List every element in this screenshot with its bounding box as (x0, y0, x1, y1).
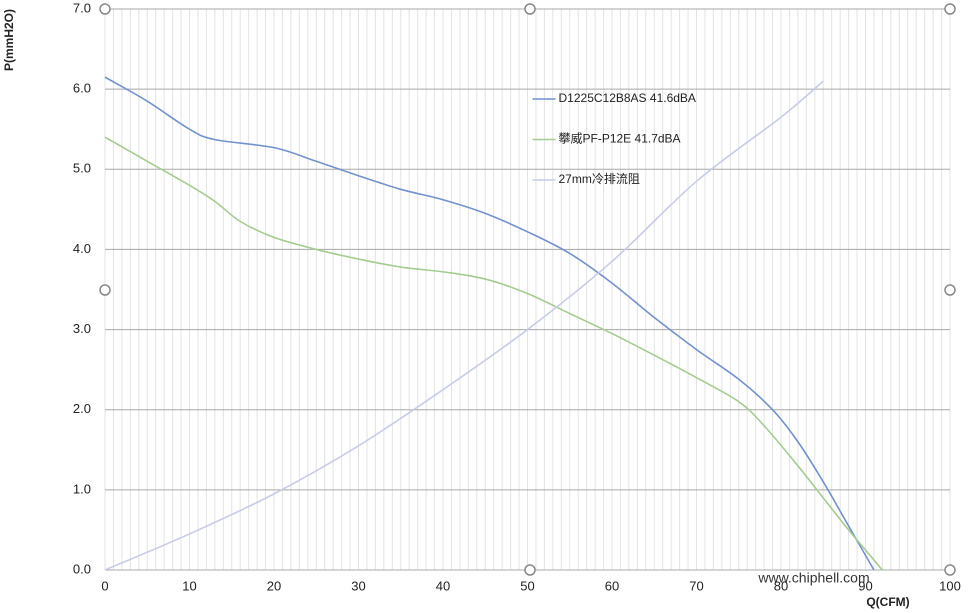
y-tick-label: 6.0 (73, 81, 91, 96)
x-tick-label: 80 (774, 578, 788, 593)
y-tick-label: 3.0 (73, 321, 91, 336)
y-tick-label: 1.0 (73, 481, 91, 496)
x-tick-label: 0 (101, 578, 108, 593)
handle (944, 3, 956, 15)
y-tick-label: 2.0 (73, 401, 91, 416)
selection-handles (99, 3, 956, 576)
y-axis-label: P(mmH2O) (2, 9, 16, 71)
y-tick-label: 7.0 (73, 0, 91, 15)
x-tick-label: 30 (351, 578, 365, 593)
x-tick-label: 90 (858, 578, 872, 593)
series-line (104, 76, 875, 571)
series-line (104, 136, 884, 571)
x-tick-label: 50 (520, 578, 534, 593)
x-axis-label: Q(CFM) (866, 595, 909, 609)
x-tick-label: 40 (436, 578, 450, 593)
legend-label: 攀威PF-P12E 41.7dBA (559, 132, 681, 146)
series-line (104, 80, 824, 571)
y-tick-label: 0.0 (73, 561, 91, 576)
legend-label: D1225C12B8AS 41.6dBA (559, 91, 696, 105)
watermark: www.chiphell.com (757, 570, 869, 586)
legend-label: 27mm冷排流阻 (559, 172, 640, 186)
handle (99, 3, 111, 15)
lines (104, 76, 884, 571)
y-tick-label: 4.0 (73, 241, 91, 256)
handle (99, 284, 111, 296)
handle (524, 3, 536, 15)
x-tick-label: 60 (605, 578, 619, 593)
x-tick-label: 70 (689, 578, 703, 593)
x-tick-label: 100 (939, 578, 961, 593)
handle (944, 564, 956, 576)
y-tick-label: 5.0 (73, 161, 91, 176)
x-tick-label: 10 (182, 578, 196, 593)
handle (944, 284, 956, 296)
grid (104, 8, 951, 571)
x-tick-label: 20 (267, 578, 281, 593)
handle (524, 564, 536, 576)
